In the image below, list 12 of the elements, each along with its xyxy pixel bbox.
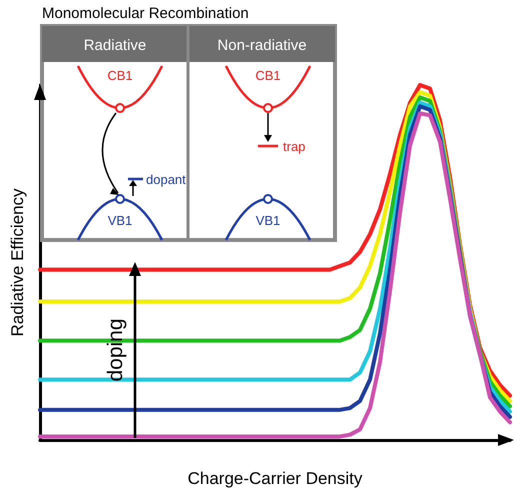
- text: CB1: [107, 68, 133, 83]
- y-axis-title: Radiative Efficiency: [8, 188, 27, 337]
- annotation: VB1: [108, 213, 132, 228]
- text: CB1: [255, 68, 281, 83]
- annotation: doping: [104, 318, 127, 382]
- text: Monomolecular Recombination: [42, 5, 249, 22]
- annotation: VB1: [256, 213, 280, 228]
- text: Radiative: [84, 37, 146, 54]
- x-axis-title: Charge-Carrier Density: [188, 469, 363, 488]
- annotation: trap: [283, 139, 306, 154]
- annotation: dopant: [146, 172, 186, 187]
- text: Non-radiative: [217, 37, 307, 54]
